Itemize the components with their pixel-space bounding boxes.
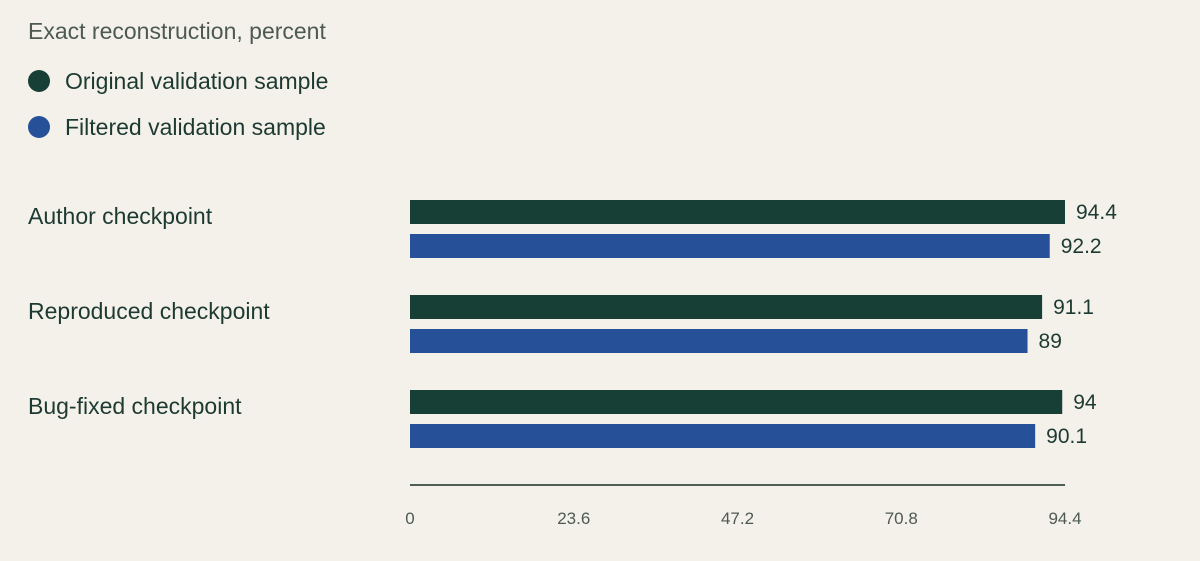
value-label-filtered-2: 90.1 <box>1046 425 1087 448</box>
value-label-original-1: 91.1 <box>1053 296 1094 319</box>
legend-label-filtered: Filtered validation sample <box>65 113 326 140</box>
legend-item-filtered: Filtered validation sample <box>28 112 328 142</box>
value-label-original-2: 94 <box>1073 391 1097 414</box>
x-tick-label-3: 70.8 <box>885 509 918 528</box>
legend-item-original: Original validation sample <box>28 66 328 96</box>
chart-subtitle: Exact reconstruction, percent <box>28 18 326 44</box>
bar-filtered-0 <box>410 234 1050 258</box>
chart-legend: Original validation sample Filtered vali… <box>28 66 328 158</box>
legend-label-original: Original validation sample <box>65 67 329 94</box>
value-label-original-0: 94.4 <box>1076 201 1117 224</box>
legend-swatch-filtered <box>28 116 50 138</box>
category-label-author: Author checkpoint <box>28 203 213 229</box>
legend-swatch-original <box>28 70 50 92</box>
bar-filtered-2 <box>410 424 1036 448</box>
x-tick-label-2: 47.2 <box>721 509 754 528</box>
category-label-reproduced: Reproduced checkpoint <box>28 298 270 324</box>
x-tick-label-4: 94.4 <box>1048 509 1081 528</box>
bar-original-2 <box>410 390 1063 414</box>
value-label-filtered-1: 89 <box>1039 330 1062 353</box>
x-tick-label-1: 23.6 <box>557 509 590 528</box>
value-label-filtered-0: 92.2 <box>1061 235 1102 258</box>
bar-original-1 <box>410 295 1043 319</box>
x-tick-label-0: 0 <box>405 509 414 528</box>
bar-original-0 <box>410 200 1065 224</box>
category-label-bug-fixed: Bug-fixed checkpoint <box>28 393 242 419</box>
bar-filtered-1 <box>410 329 1028 353</box>
